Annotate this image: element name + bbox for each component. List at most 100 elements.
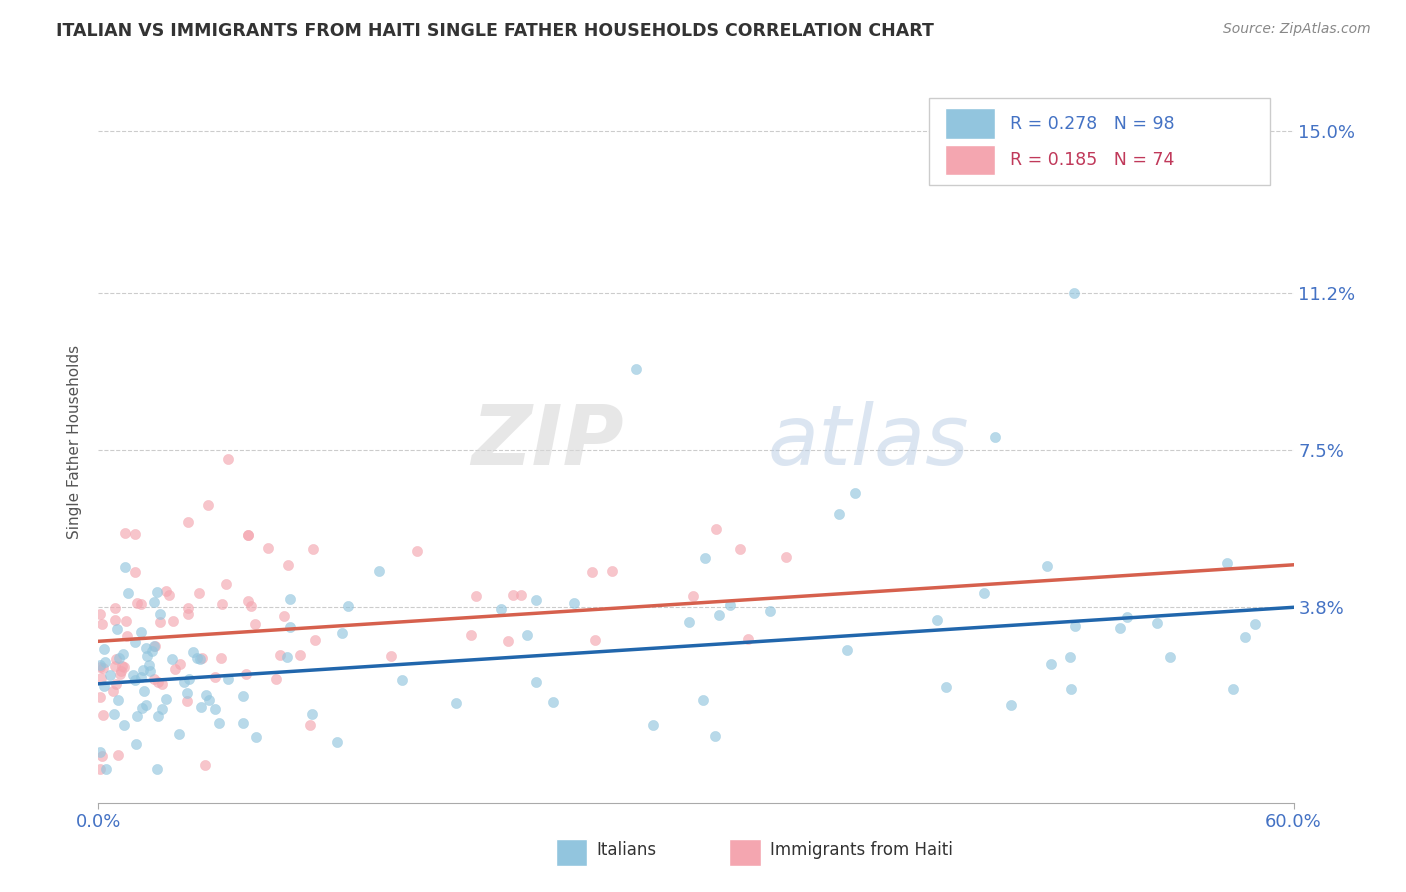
Immigrants from Haiti xyxy=(142,672,165,686)
Italians xyxy=(1059,650,1081,665)
Immigrants from Haiti xyxy=(502,588,524,602)
Italians xyxy=(1244,617,1267,632)
Immigrants from Haiti xyxy=(197,498,219,512)
Immigrants from Haiti xyxy=(124,527,146,541)
Italians xyxy=(124,634,146,648)
Immigrants from Haiti xyxy=(91,707,114,722)
Italians xyxy=(1060,682,1083,697)
Italians xyxy=(129,624,152,639)
Italians xyxy=(124,673,146,688)
Italians xyxy=(1233,631,1256,645)
Italians xyxy=(135,698,157,712)
Immigrants from Haiti xyxy=(101,683,124,698)
Italians xyxy=(139,664,162,678)
Italians xyxy=(108,650,131,665)
Immigrants from Haiti xyxy=(115,615,138,629)
Text: ZIP: ZIP xyxy=(471,401,624,482)
Italians xyxy=(105,622,128,636)
Immigrants from Haiti xyxy=(127,596,149,610)
Italians xyxy=(1036,559,1059,574)
Immigrants from Haiti xyxy=(177,516,200,530)
Italians xyxy=(89,745,111,759)
Italians xyxy=(524,593,547,607)
Immigrants from Haiti xyxy=(143,639,166,653)
Italians xyxy=(1216,556,1239,570)
Italians xyxy=(391,673,413,687)
Italians xyxy=(142,639,165,653)
Immigrants from Haiti xyxy=(273,608,295,623)
Italians xyxy=(112,647,135,661)
Immigrants from Haiti xyxy=(704,522,727,536)
Immigrants from Haiti xyxy=(89,660,111,674)
Italians xyxy=(93,679,115,693)
Text: R = 0.278   N = 98: R = 0.278 N = 98 xyxy=(1011,115,1175,133)
Italians xyxy=(107,693,129,707)
Immigrants from Haiti xyxy=(217,451,239,466)
Italians xyxy=(1146,615,1168,630)
Immigrants from Haiti xyxy=(146,675,169,690)
Immigrants from Haiti xyxy=(585,632,607,647)
Italians xyxy=(626,362,648,376)
Text: R = 0.185   N = 74: R = 0.185 N = 74 xyxy=(1011,151,1174,169)
Immigrants from Haiti xyxy=(193,758,215,772)
Immigrants from Haiti xyxy=(105,652,128,666)
Italians xyxy=(94,762,117,776)
Immigrants from Haiti xyxy=(91,661,114,675)
Italians xyxy=(141,644,163,658)
Italians xyxy=(368,564,391,578)
Italians xyxy=(155,692,177,706)
Italians xyxy=(1064,619,1087,633)
Immigrants from Haiti xyxy=(112,660,135,674)
Immigrants from Haiti xyxy=(176,694,198,708)
Italians xyxy=(93,642,115,657)
Immigrants from Haiti xyxy=(239,599,262,614)
Italians xyxy=(135,641,157,656)
Immigrants from Haiti xyxy=(115,629,138,643)
Immigrants from Haiti xyxy=(89,690,111,704)
Immigrants from Haiti xyxy=(266,673,288,687)
Italians xyxy=(718,598,741,612)
Immigrants from Haiti xyxy=(302,541,325,556)
Italians xyxy=(641,717,664,731)
Text: Italians: Italians xyxy=(596,841,657,859)
Immigrants from Haiti xyxy=(104,600,127,615)
Italians xyxy=(1063,285,1085,300)
Immigrants from Haiti xyxy=(269,648,291,662)
FancyBboxPatch shape xyxy=(730,838,761,865)
Italians xyxy=(208,716,231,731)
Immigrants from Haiti xyxy=(277,558,299,572)
Italians xyxy=(524,675,547,690)
Immigrants from Haiti xyxy=(187,585,209,599)
Immigrants from Haiti xyxy=(149,615,172,630)
Italians xyxy=(134,683,156,698)
Italians xyxy=(276,650,298,665)
Immigrants from Haiti xyxy=(509,588,531,602)
Italians xyxy=(1159,649,1181,664)
Immigrants from Haiti xyxy=(177,607,200,621)
Immigrants from Haiti xyxy=(465,589,488,603)
Immigrants from Haiti xyxy=(243,616,266,631)
Immigrants from Haiti xyxy=(236,594,259,608)
Italians xyxy=(1116,610,1139,624)
Italians xyxy=(844,485,866,500)
Italians xyxy=(132,663,155,677)
Italians xyxy=(301,707,323,722)
Italians xyxy=(146,762,169,776)
Text: Source: ZipAtlas.com: Source: ZipAtlas.com xyxy=(1223,22,1371,37)
Immigrants from Haiti xyxy=(191,651,214,665)
Italians xyxy=(984,430,1007,444)
Italians xyxy=(112,718,135,732)
Immigrants from Haiti xyxy=(460,627,482,641)
Immigrants from Haiti xyxy=(298,717,321,731)
Italians xyxy=(125,708,148,723)
Italians xyxy=(678,615,700,629)
Immigrants from Haiti xyxy=(90,672,112,686)
Italians xyxy=(131,700,153,714)
Italians xyxy=(278,591,301,606)
Immigrants from Haiti xyxy=(89,762,111,776)
Italians xyxy=(117,586,139,600)
Immigrants from Haiti xyxy=(89,607,111,622)
Italians xyxy=(186,651,208,665)
Italians xyxy=(195,689,218,703)
Italians xyxy=(759,604,782,618)
